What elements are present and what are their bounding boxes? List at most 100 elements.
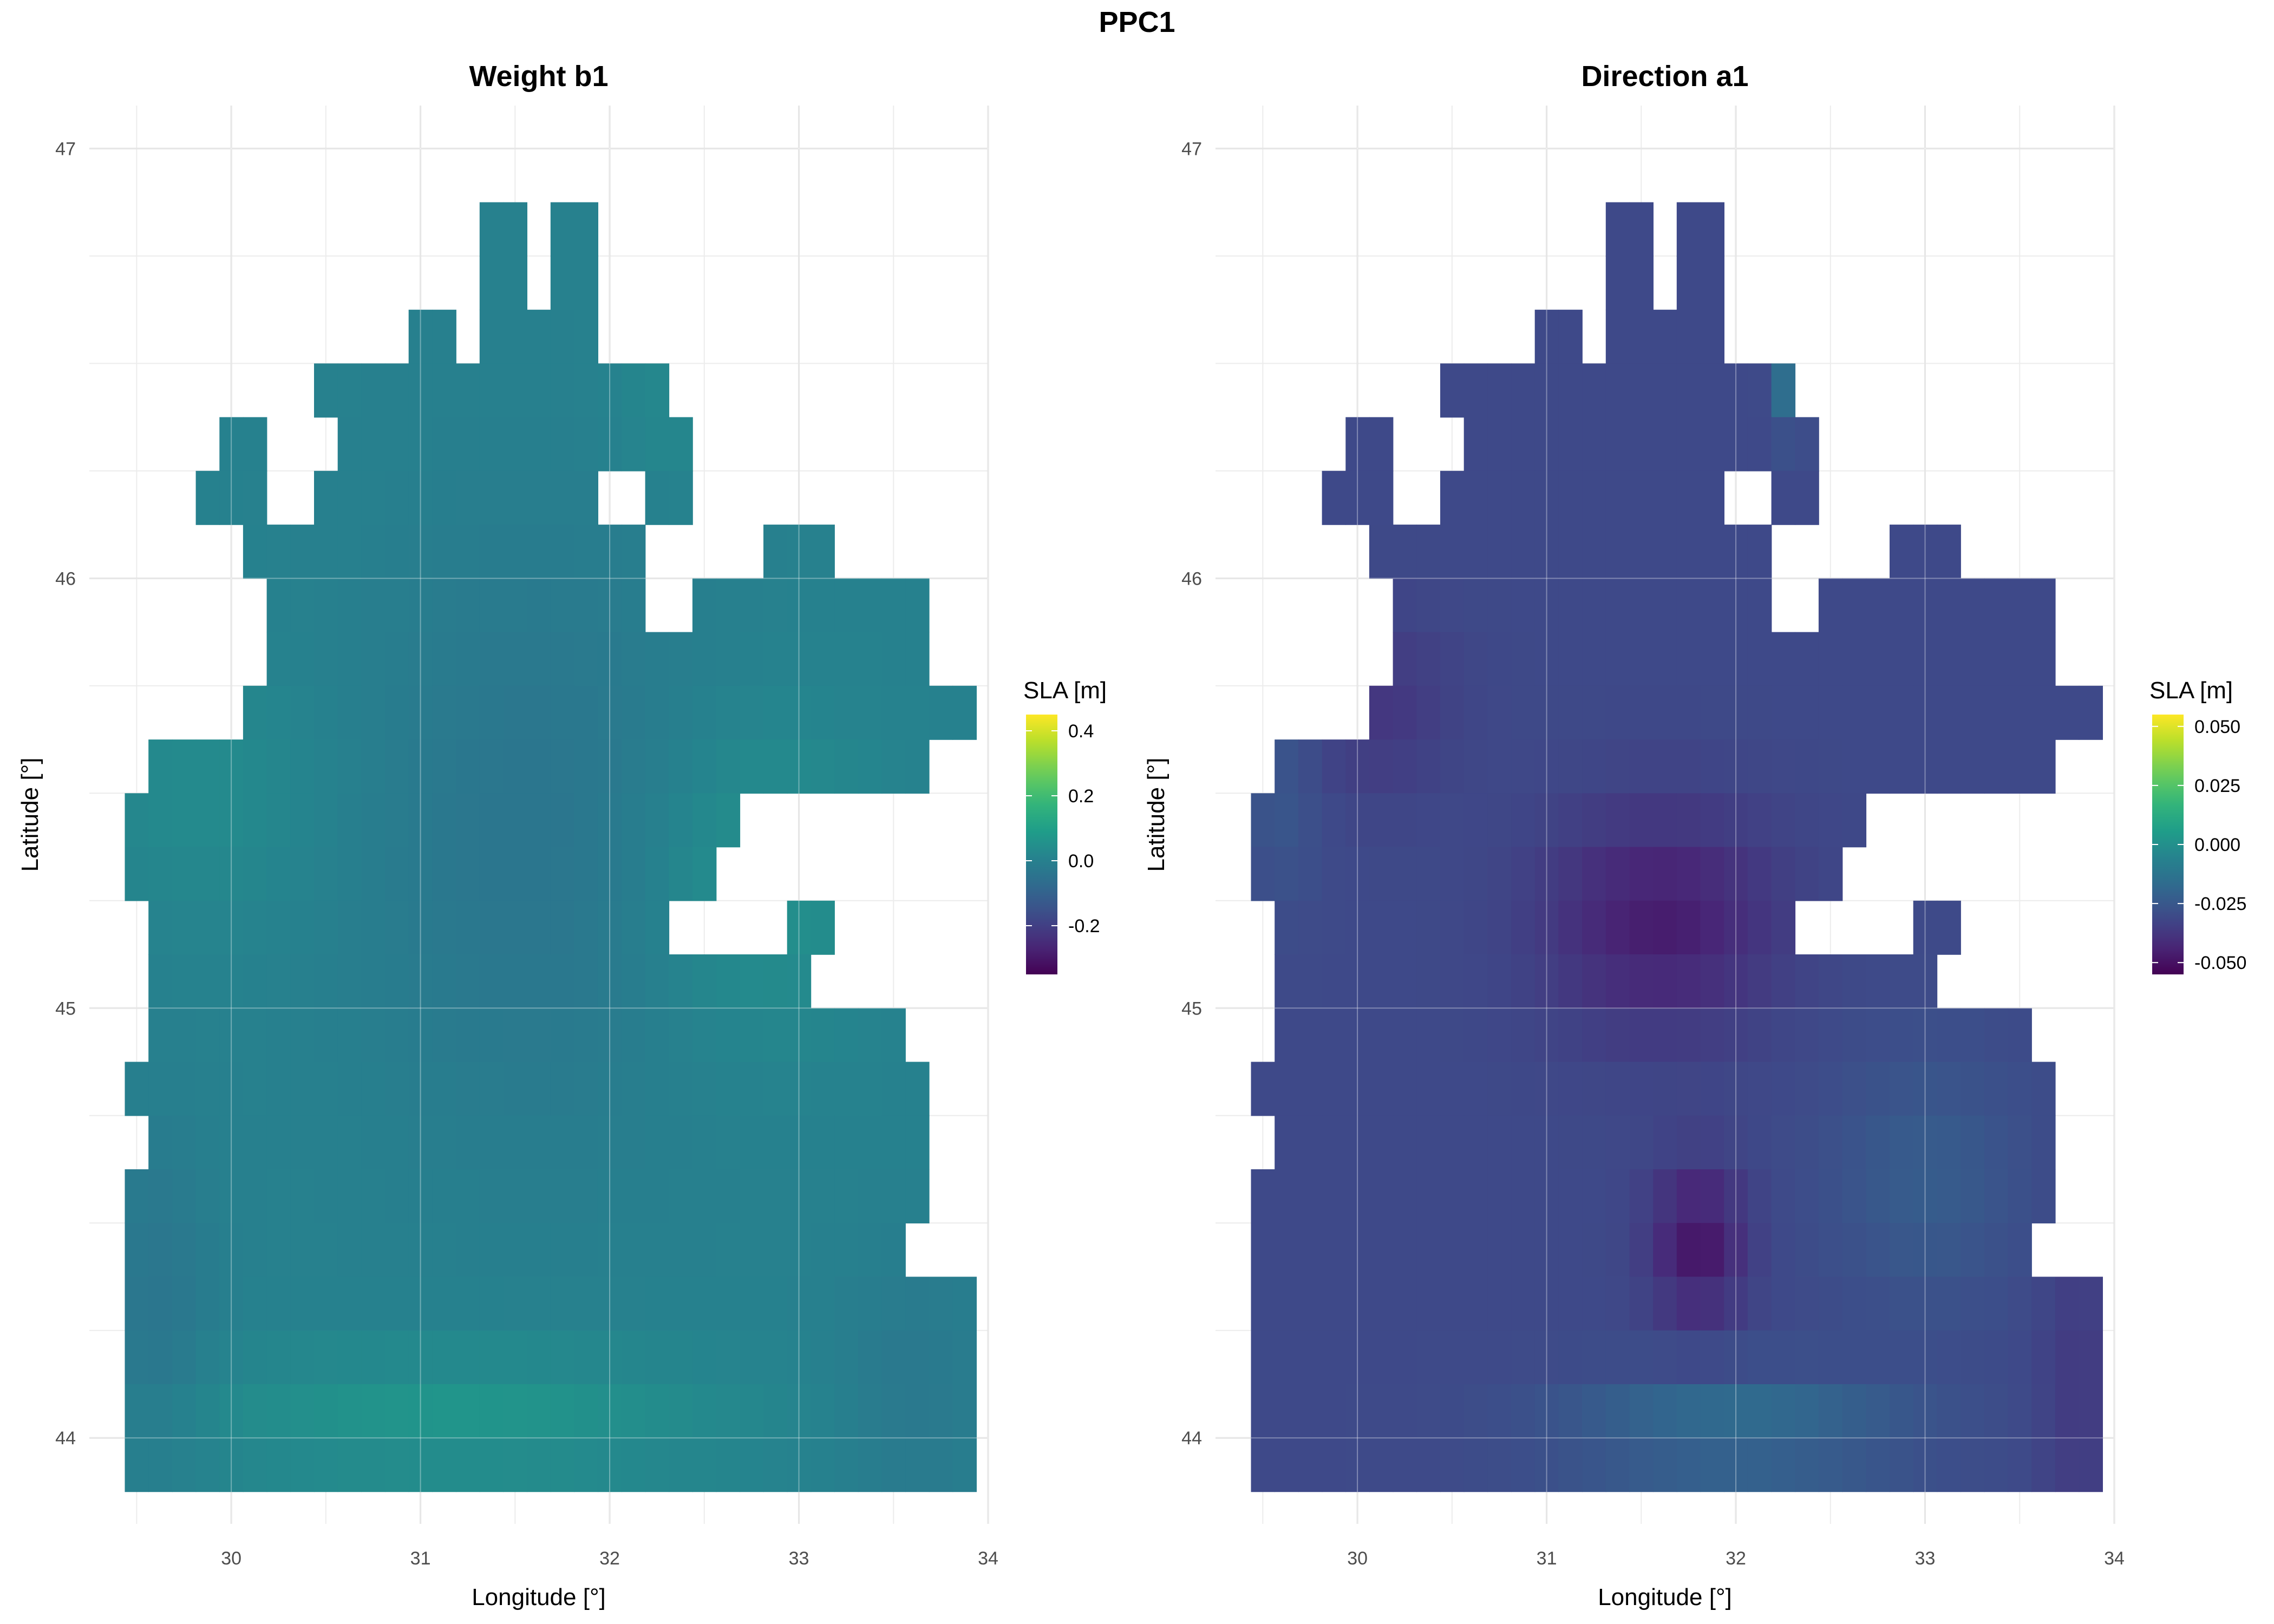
x-tick-label: 33 (789, 1548, 809, 1569)
heatmap-cell (243, 417, 267, 472)
heatmap-cell (243, 1115, 267, 1170)
heatmap-cell (1937, 1276, 1961, 1331)
heatmap-cell (148, 847, 173, 901)
heatmap-cell (337, 1008, 362, 1063)
heatmap-cell (1463, 793, 1488, 848)
heatmap-cell (881, 1330, 906, 1385)
heatmap-cell (432, 1008, 456, 1063)
heatmap-cell (1984, 632, 2009, 686)
heatmap-cell (1534, 1330, 1559, 1385)
heatmap-cell (621, 632, 646, 686)
heatmap-cell (645, 1384, 670, 1438)
heatmap-cell (1416, 1169, 1441, 1223)
heatmap-cell (1416, 1008, 1441, 1063)
heatmap-cell (148, 1276, 173, 1331)
heatmap-cell (763, 578, 788, 633)
heatmap-cell (1629, 1008, 1654, 1063)
heatmap-cell (550, 1115, 575, 1170)
heatmap-cell (479, 363, 504, 418)
heatmap-cell (905, 632, 930, 686)
heatmap-cell (645, 363, 670, 418)
heatmap-cell (1463, 363, 1488, 418)
heatmap-cell (1534, 954, 1559, 1009)
heatmap-cell (858, 1115, 883, 1170)
heatmap-cell (574, 310, 598, 364)
heatmap-cell (456, 632, 480, 686)
heatmap-cell (361, 363, 385, 418)
heatmap-cell (1534, 525, 1559, 579)
heatmap-cell (763, 1169, 788, 1223)
heatmap-cell (716, 739, 741, 794)
heatmap-cell (1393, 632, 1417, 686)
heatmap-cell (1984, 1438, 2009, 1492)
heatmap-cell (1440, 1062, 1465, 1116)
y-tick-label: 44 (55, 1428, 76, 1449)
heatmap-cell (527, 470, 551, 525)
heatmap-cell (1724, 578, 1748, 633)
heatmap-cell (1275, 1223, 1299, 1278)
heatmap-cell (314, 739, 338, 794)
heatmap-cell (1369, 1169, 1394, 1223)
heatmap-cell (1842, 1223, 1867, 1278)
heatmap-cell (669, 1438, 693, 1492)
x-axis-label: Longitude [°] (472, 1584, 606, 1610)
heatmap-cell (1487, 417, 1512, 472)
heatmap-cell (314, 525, 338, 579)
heatmap-cell (1393, 578, 1417, 633)
heatmap-cell (1795, 685, 1819, 740)
heatmap-cell (1322, 847, 1347, 901)
heatmap-cell (314, 1008, 338, 1063)
heatmap-cell (763, 1384, 788, 1438)
heatmap-cell (456, 1276, 480, 1331)
heatmap-cell (1582, 739, 1606, 794)
heatmap-cell (550, 310, 575, 364)
heatmap-cell (905, 1276, 930, 1331)
heatmap-cell (1298, 793, 1323, 848)
heatmap-cell (527, 525, 551, 579)
heatmap-cell (1747, 525, 1772, 579)
heatmap-cell (1582, 1438, 1606, 1492)
heatmap-cell (1653, 417, 1677, 472)
heatmap-cell (243, 470, 267, 525)
heatmap-cell (527, 1330, 551, 1385)
heatmap-cell (1700, 202, 1724, 257)
heatmap-cell (1558, 1169, 1583, 1223)
heatmap-cell (2031, 1276, 2056, 1331)
heatmap-cell (1866, 1115, 1890, 1170)
heatmap-cell (266, 1276, 291, 1331)
heatmap-cell (1322, 1438, 1347, 1492)
heatmap-cell (1747, 363, 1772, 418)
heatmap-cell (290, 525, 315, 579)
heatmap-cell (219, 470, 244, 525)
heatmap-cell (337, 739, 362, 794)
heatmap-cell (574, 256, 598, 310)
heatmap-cell (1298, 1115, 1323, 1170)
heatmap-cell (1653, 739, 1677, 794)
heatmap-cell (2079, 1438, 2103, 1492)
heatmap-cell (266, 1062, 291, 1116)
heatmap-cell (361, 525, 385, 579)
heatmap-cell (361, 1169, 385, 1223)
heatmap-cell (669, 1169, 693, 1223)
heatmap-cell (740, 1330, 764, 1385)
heatmap-cell (385, 578, 409, 633)
heatmap-cell (1534, 739, 1559, 794)
heatmap-cell (740, 1276, 764, 1331)
heatmap-cell (1605, 954, 1630, 1009)
heatmap-cell (1795, 739, 1819, 794)
heatmap-cell (574, 632, 598, 686)
heatmap-cell (432, 900, 456, 955)
heatmap-cell (266, 632, 291, 686)
heatmap-cell (1818, 578, 1843, 633)
heatmap-cell (1700, 1438, 1724, 1492)
heatmap-cell (574, 1169, 598, 1223)
heatmap-cell (1913, 1276, 1938, 1331)
heatmap-cell (1487, 363, 1512, 418)
heatmap-cell (2008, 1115, 2032, 1170)
heatmap-cell (834, 1169, 859, 1223)
heatmap-cell (858, 1384, 883, 1438)
heatmap-cell (1961, 739, 1985, 794)
heatmap-cell (479, 632, 504, 686)
heatmap-cell (1842, 739, 1867, 794)
